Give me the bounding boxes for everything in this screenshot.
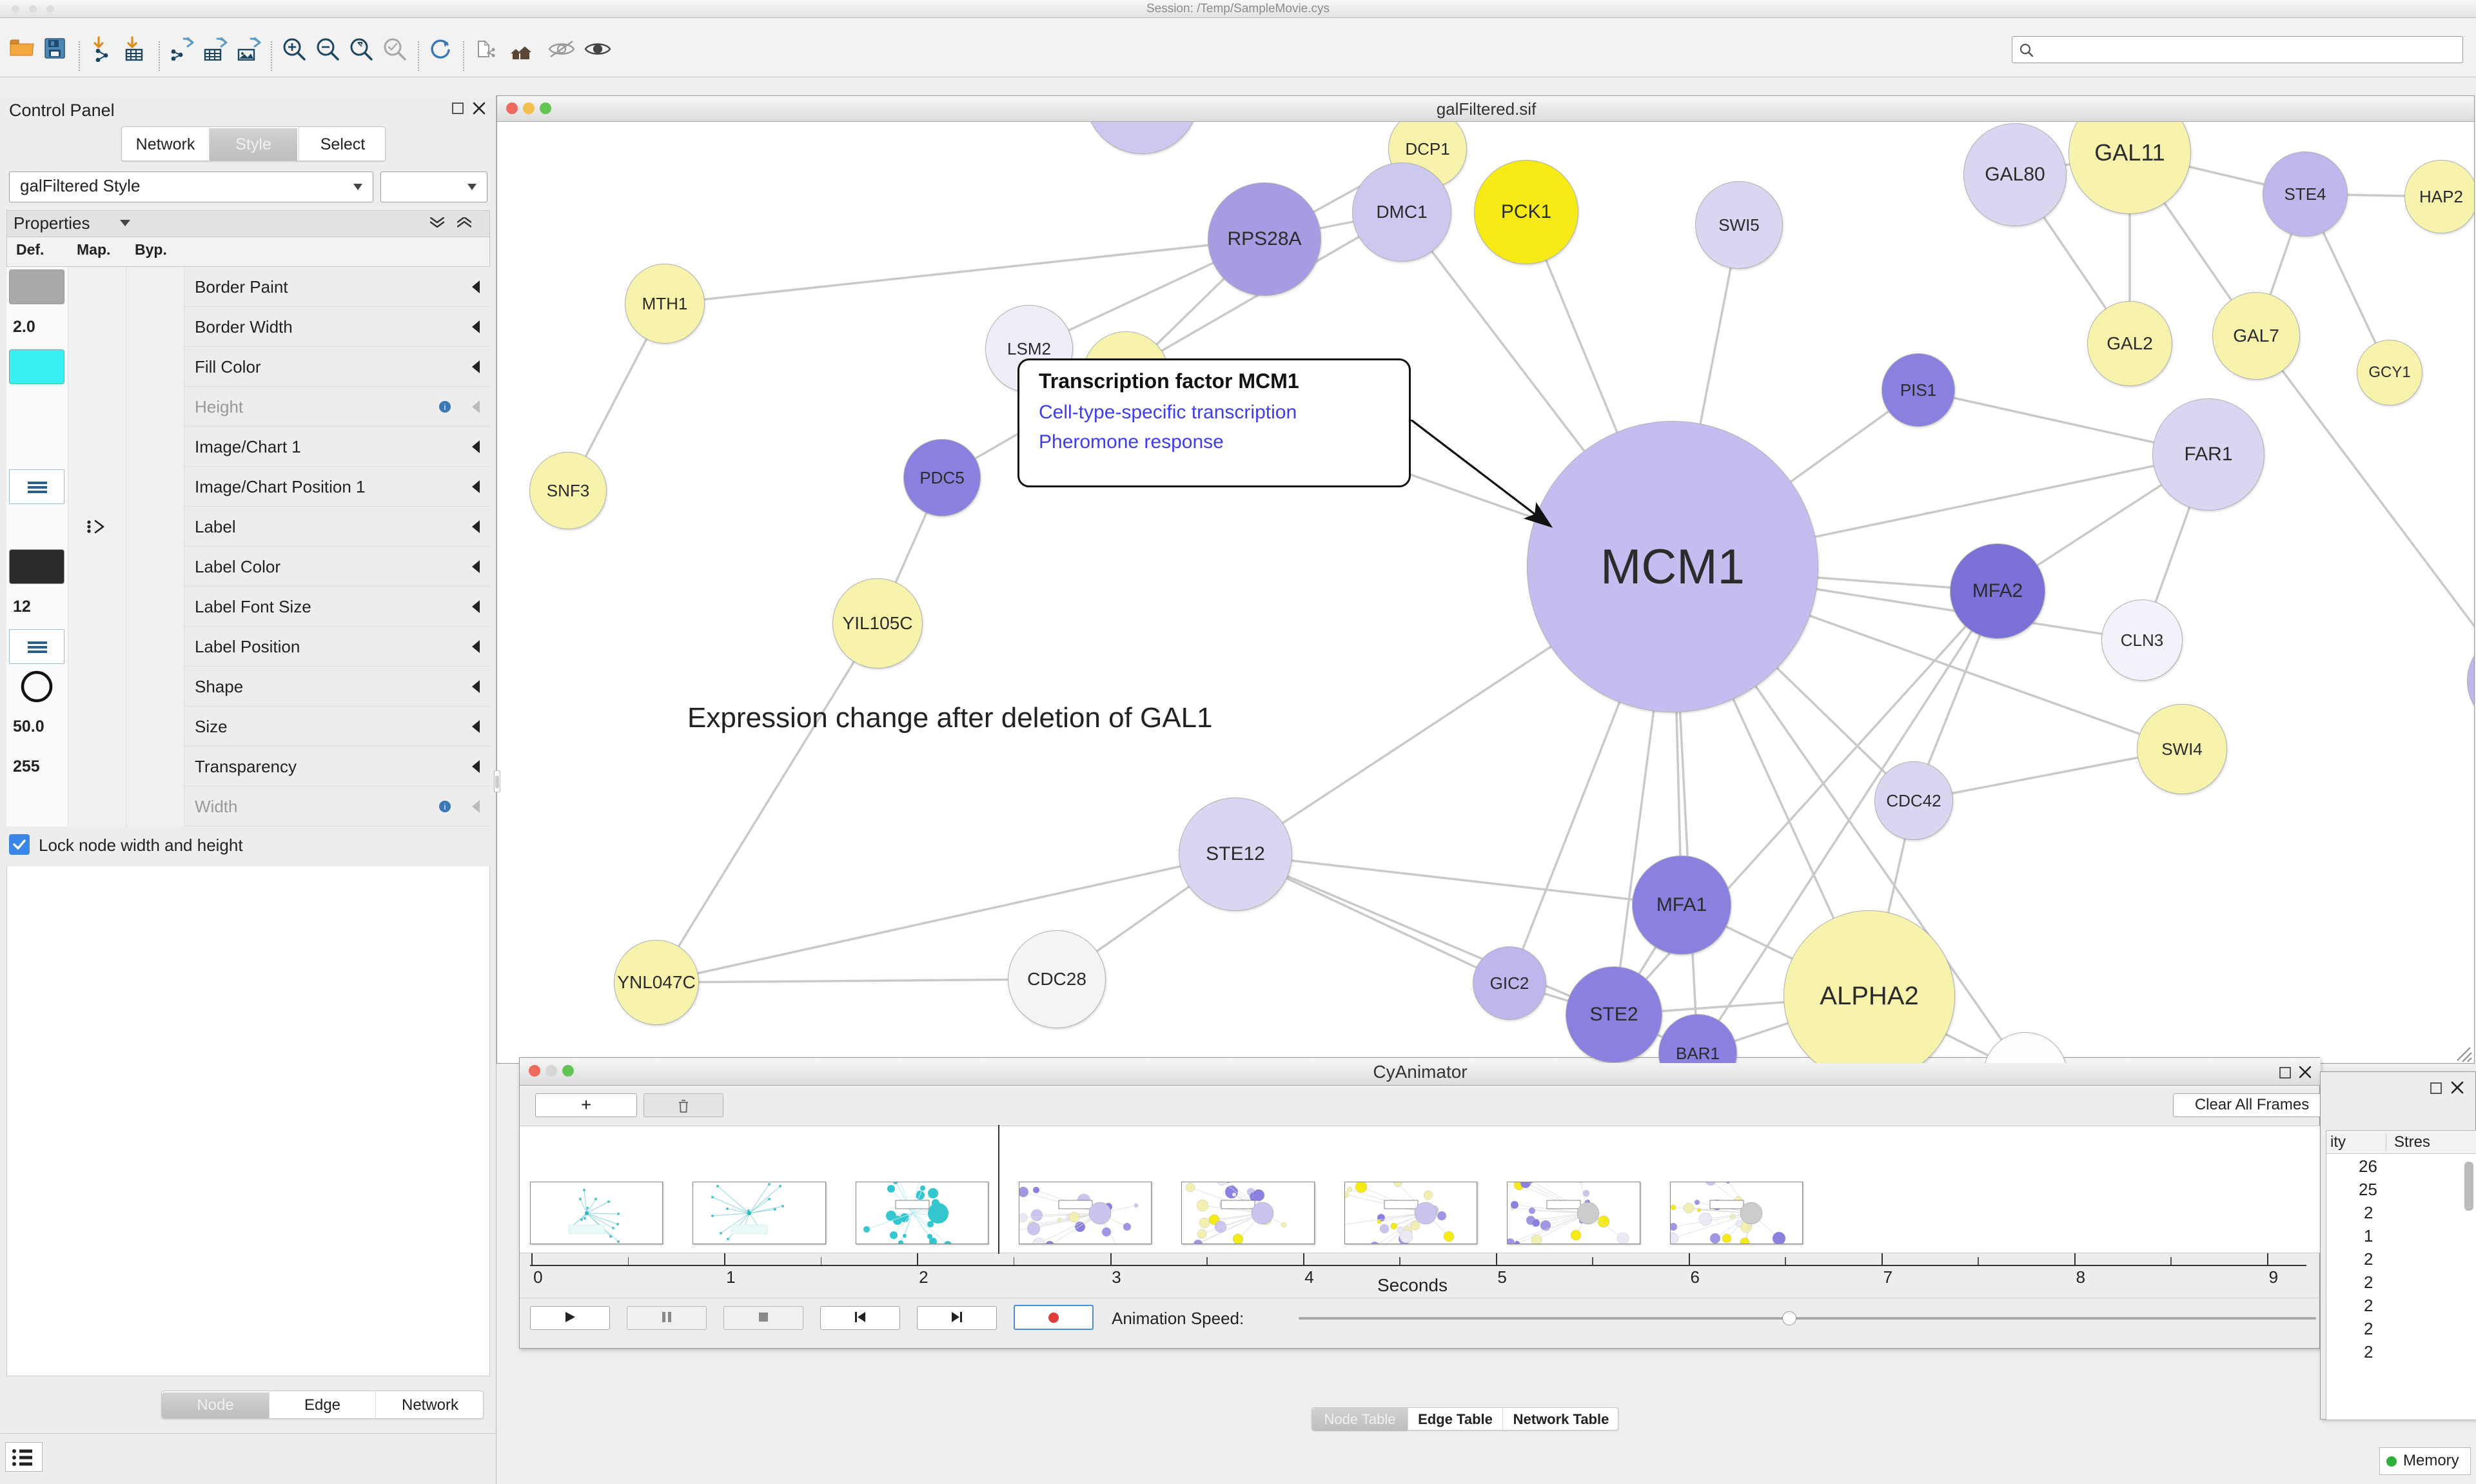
svg-text:i: i (444, 402, 446, 412)
svg-text:i: i (444, 802, 446, 812)
